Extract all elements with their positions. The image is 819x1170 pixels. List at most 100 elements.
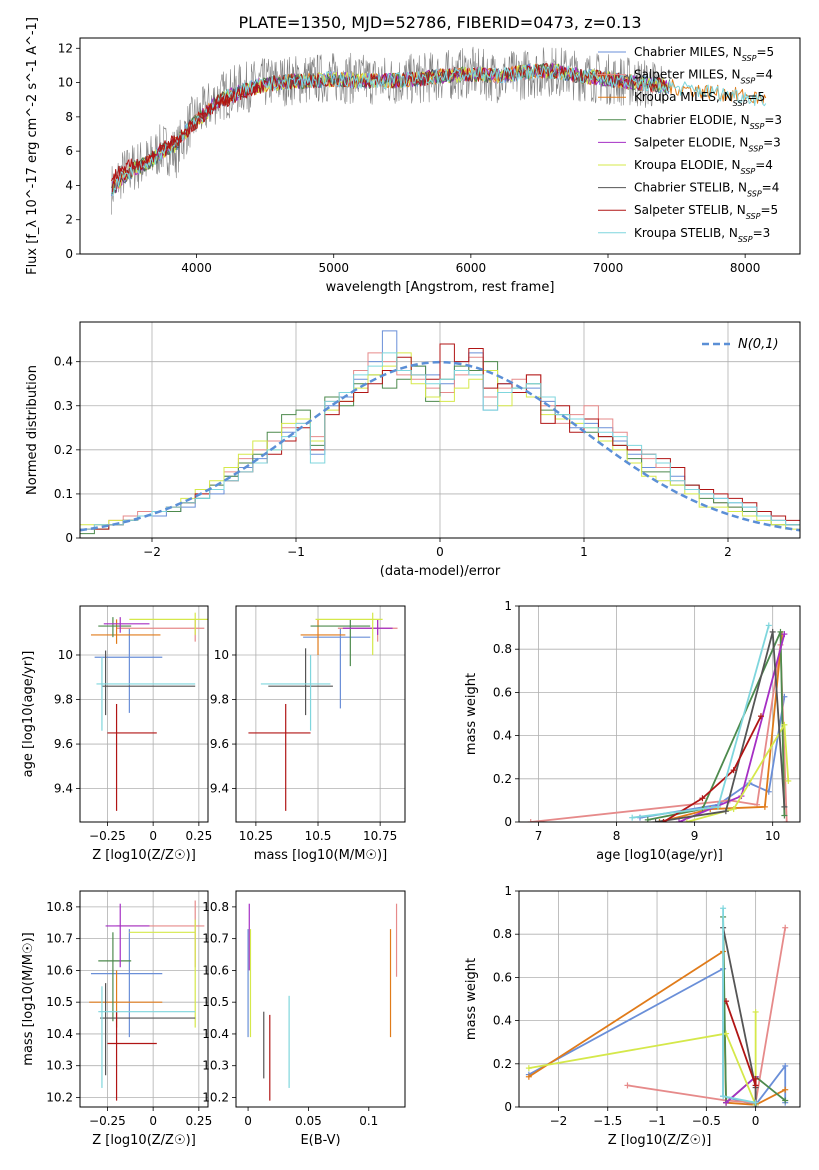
x-tick-label: 5000 bbox=[318, 261, 349, 275]
axes-frame bbox=[235, 890, 406, 1108]
y-axis-label: mass weight bbox=[464, 673, 479, 755]
y-tick-label: 9.6 bbox=[210, 737, 229, 751]
x-tick-label: 0.1 bbox=[359, 1114, 378, 1128]
plot-area bbox=[248, 612, 398, 811]
legend-label-tail: =5 bbox=[756, 45, 774, 59]
y-tick-label: 10.7 bbox=[46, 932, 73, 946]
y-tick-label: 0.8 bbox=[493, 642, 512, 656]
plot-area bbox=[111, 46, 767, 215]
figure-title: PLATE=1350, MJD=52786, FIBERID=0473, z=0… bbox=[238, 13, 641, 32]
legend-label: Salpeter STELIB, NSSP=5 bbox=[634, 203, 778, 221]
x-tick-label: 0 bbox=[149, 829, 157, 843]
plot-area bbox=[525, 905, 789, 1107]
axes-frame bbox=[79, 37, 801, 255]
y-tick-label: 10 bbox=[58, 648, 73, 662]
legend-label-sub: SSP bbox=[747, 189, 762, 198]
legend-label-main: Chabrier MILES, N bbox=[634, 45, 742, 59]
y-tick-label: 0.4 bbox=[493, 1014, 512, 1028]
x-tick-label: −2 bbox=[550, 1114, 568, 1128]
y-tick-label: 9.4 bbox=[54, 782, 73, 796]
model-spectrum-line bbox=[112, 64, 767, 196]
x-tick-label: −1.5 bbox=[593, 1114, 622, 1128]
legend-label: N(0,1) bbox=[738, 337, 779, 352]
x-tick-label: 8000 bbox=[730, 261, 761, 275]
x-tick-label: −2 bbox=[143, 545, 161, 559]
x-tick-label: −0.5 bbox=[692, 1114, 721, 1128]
x-tick-label: 8 bbox=[613, 829, 621, 843]
legend-label-sub: SSP bbox=[738, 234, 753, 243]
weight-line bbox=[647, 631, 786, 821]
y-tick-label: 10.6 bbox=[202, 963, 229, 977]
x-tick-label: 0.25 bbox=[185, 829, 212, 843]
y-tick-label: 0.4 bbox=[493, 729, 512, 743]
panels: 4000 5000 6000 7000 8000024681012wavelength … bbox=[21, 17, 801, 1148]
x-tick-label: 0 bbox=[752, 1114, 760, 1128]
y-tick-label: 0.2 bbox=[493, 1057, 512, 1071]
y-tick-label: 10.4 bbox=[202, 1027, 229, 1041]
y-tick-label: 10.5 bbox=[202, 995, 229, 1009]
x-tick-label: 0.25 bbox=[185, 1114, 212, 1128]
weight-line bbox=[662, 715, 762, 822]
x-tick-label: −0.25 bbox=[89, 1114, 126, 1128]
y-tick-label: 0.6 bbox=[493, 970, 512, 984]
legend-label: Kroupa STELIB, NSSP=3 bbox=[634, 226, 770, 244]
legend-label-sub: SSP bbox=[746, 212, 761, 221]
legend-label-sub: SSP bbox=[733, 99, 748, 108]
y-tick-label: 0.4 bbox=[54, 355, 73, 369]
axes-frame bbox=[79, 321, 801, 539]
legend-label-tail: =3 bbox=[753, 226, 771, 240]
y-tick-label: 10.4 bbox=[46, 1027, 73, 1041]
panel-massweight-vs-Z: −2 −1.5 −1 −0.5 0 0 0.2 0.4 0.6 0.8 1 Z [log10(Z/Z☉… bbox=[464, 884, 801, 1148]
y-tick-label: 1 bbox=[504, 599, 512, 613]
axes-frame bbox=[79, 605, 209, 823]
y-tick-label: 10 bbox=[58, 76, 73, 90]
x-tick-label: 6000 bbox=[456, 261, 487, 275]
x-axis-label: Z [log10(Z/Z☉)] bbox=[608, 1133, 712, 1148]
y-tick-label: 0.1 bbox=[54, 487, 73, 501]
x-axis-label: age [log10(age/yr)] bbox=[596, 848, 723, 863]
plot-area bbox=[89, 900, 205, 1101]
axes-frame bbox=[235, 605, 406, 823]
panel-age-vs-mass: 10.25 10.5 10.75 9.4 9.6 9.8 10 mass [log10(M/M… bbox=[210, 605, 406, 863]
x-axis-label: mass [log10(M/M☉)] bbox=[254, 848, 387, 863]
x-axis-label: E(B-V) bbox=[300, 1133, 340, 1148]
y-tick-label: 0 bbox=[504, 1100, 512, 1114]
x-tick-label: 1 bbox=[580, 545, 588, 559]
y-tick-label: 10.3 bbox=[46, 1059, 73, 1073]
x-axis-label: Z [log10(Z/Z☉)] bbox=[92, 848, 196, 863]
legend-label-sub: SSP bbox=[741, 167, 756, 176]
legend-label: Kroupa MILES, NSSP=5 bbox=[634, 90, 765, 108]
weight-line bbox=[686, 723, 790, 822]
x-tick-label: 0 bbox=[149, 1114, 157, 1128]
y-axis-label: mass [log10(M/M☉)] bbox=[21, 932, 36, 1065]
legend-label-sub: SSP bbox=[742, 54, 757, 63]
legend-label: Chabrier ELODIE, NSSP=3 bbox=[634, 113, 782, 131]
y-tick-label: 10.2 bbox=[202, 1090, 229, 1104]
plot-area bbox=[247, 903, 398, 1101]
x-tick-label: 10.75 bbox=[363, 829, 397, 843]
y-tick-label: 0 bbox=[65, 531, 73, 545]
y-tick-label: 0.8 bbox=[493, 927, 512, 941]
legend-label-main: Kroupa STELIB, N bbox=[634, 226, 738, 240]
weight-line bbox=[632, 625, 770, 819]
panel-mass-vs-Z: −0.25 0 0.25 10.2 10.3 10.4 10.5 10.6 10.7 10.8 Z … bbox=[21, 890, 212, 1148]
legend-label: Chabrier MILES, NSSP=5 bbox=[634, 45, 774, 63]
x-tick-label: 0.05 bbox=[295, 1114, 322, 1128]
y-tick-label: 8 bbox=[65, 110, 73, 124]
legend-label-tail: =3 bbox=[764, 113, 782, 127]
panel-residuals: −2 −1 0 1 2 0 0.1 0.2 0.3 0.4 (data-model)/error No… bbox=[25, 321, 801, 579]
legend-label: Salpeter ELODIE, NSSP=3 bbox=[634, 135, 781, 153]
y-tick-label: 10.8 bbox=[202, 900, 229, 914]
y-tick-label: 6 bbox=[65, 144, 73, 158]
weight-line bbox=[722, 916, 786, 1104]
y-tick-label: 4 bbox=[65, 178, 73, 192]
x-tick-label: 10 bbox=[765, 829, 780, 843]
legend-label-main: Salpeter ELODIE, N bbox=[634, 135, 748, 149]
x-tick-label: 7 bbox=[535, 829, 543, 843]
y-tick-label: 9.8 bbox=[210, 693, 229, 707]
panel-massweight-vs-age: 7 8 9 10 0 0.2 0.4 0.6 0.8 1 age [log10(age/yr)] ma… bbox=[464, 599, 801, 863]
y-tick-label: 9.8 bbox=[54, 693, 73, 707]
y-tick-label: 0.2 bbox=[493, 772, 512, 786]
y-tick-label: 10.5 bbox=[46, 995, 73, 1009]
panel-age-vs-Z: −0.25 0 0.25 9.4 9.6 9.8 10 Z [log10(Z/Z☉)] age … bbox=[21, 605, 212, 863]
